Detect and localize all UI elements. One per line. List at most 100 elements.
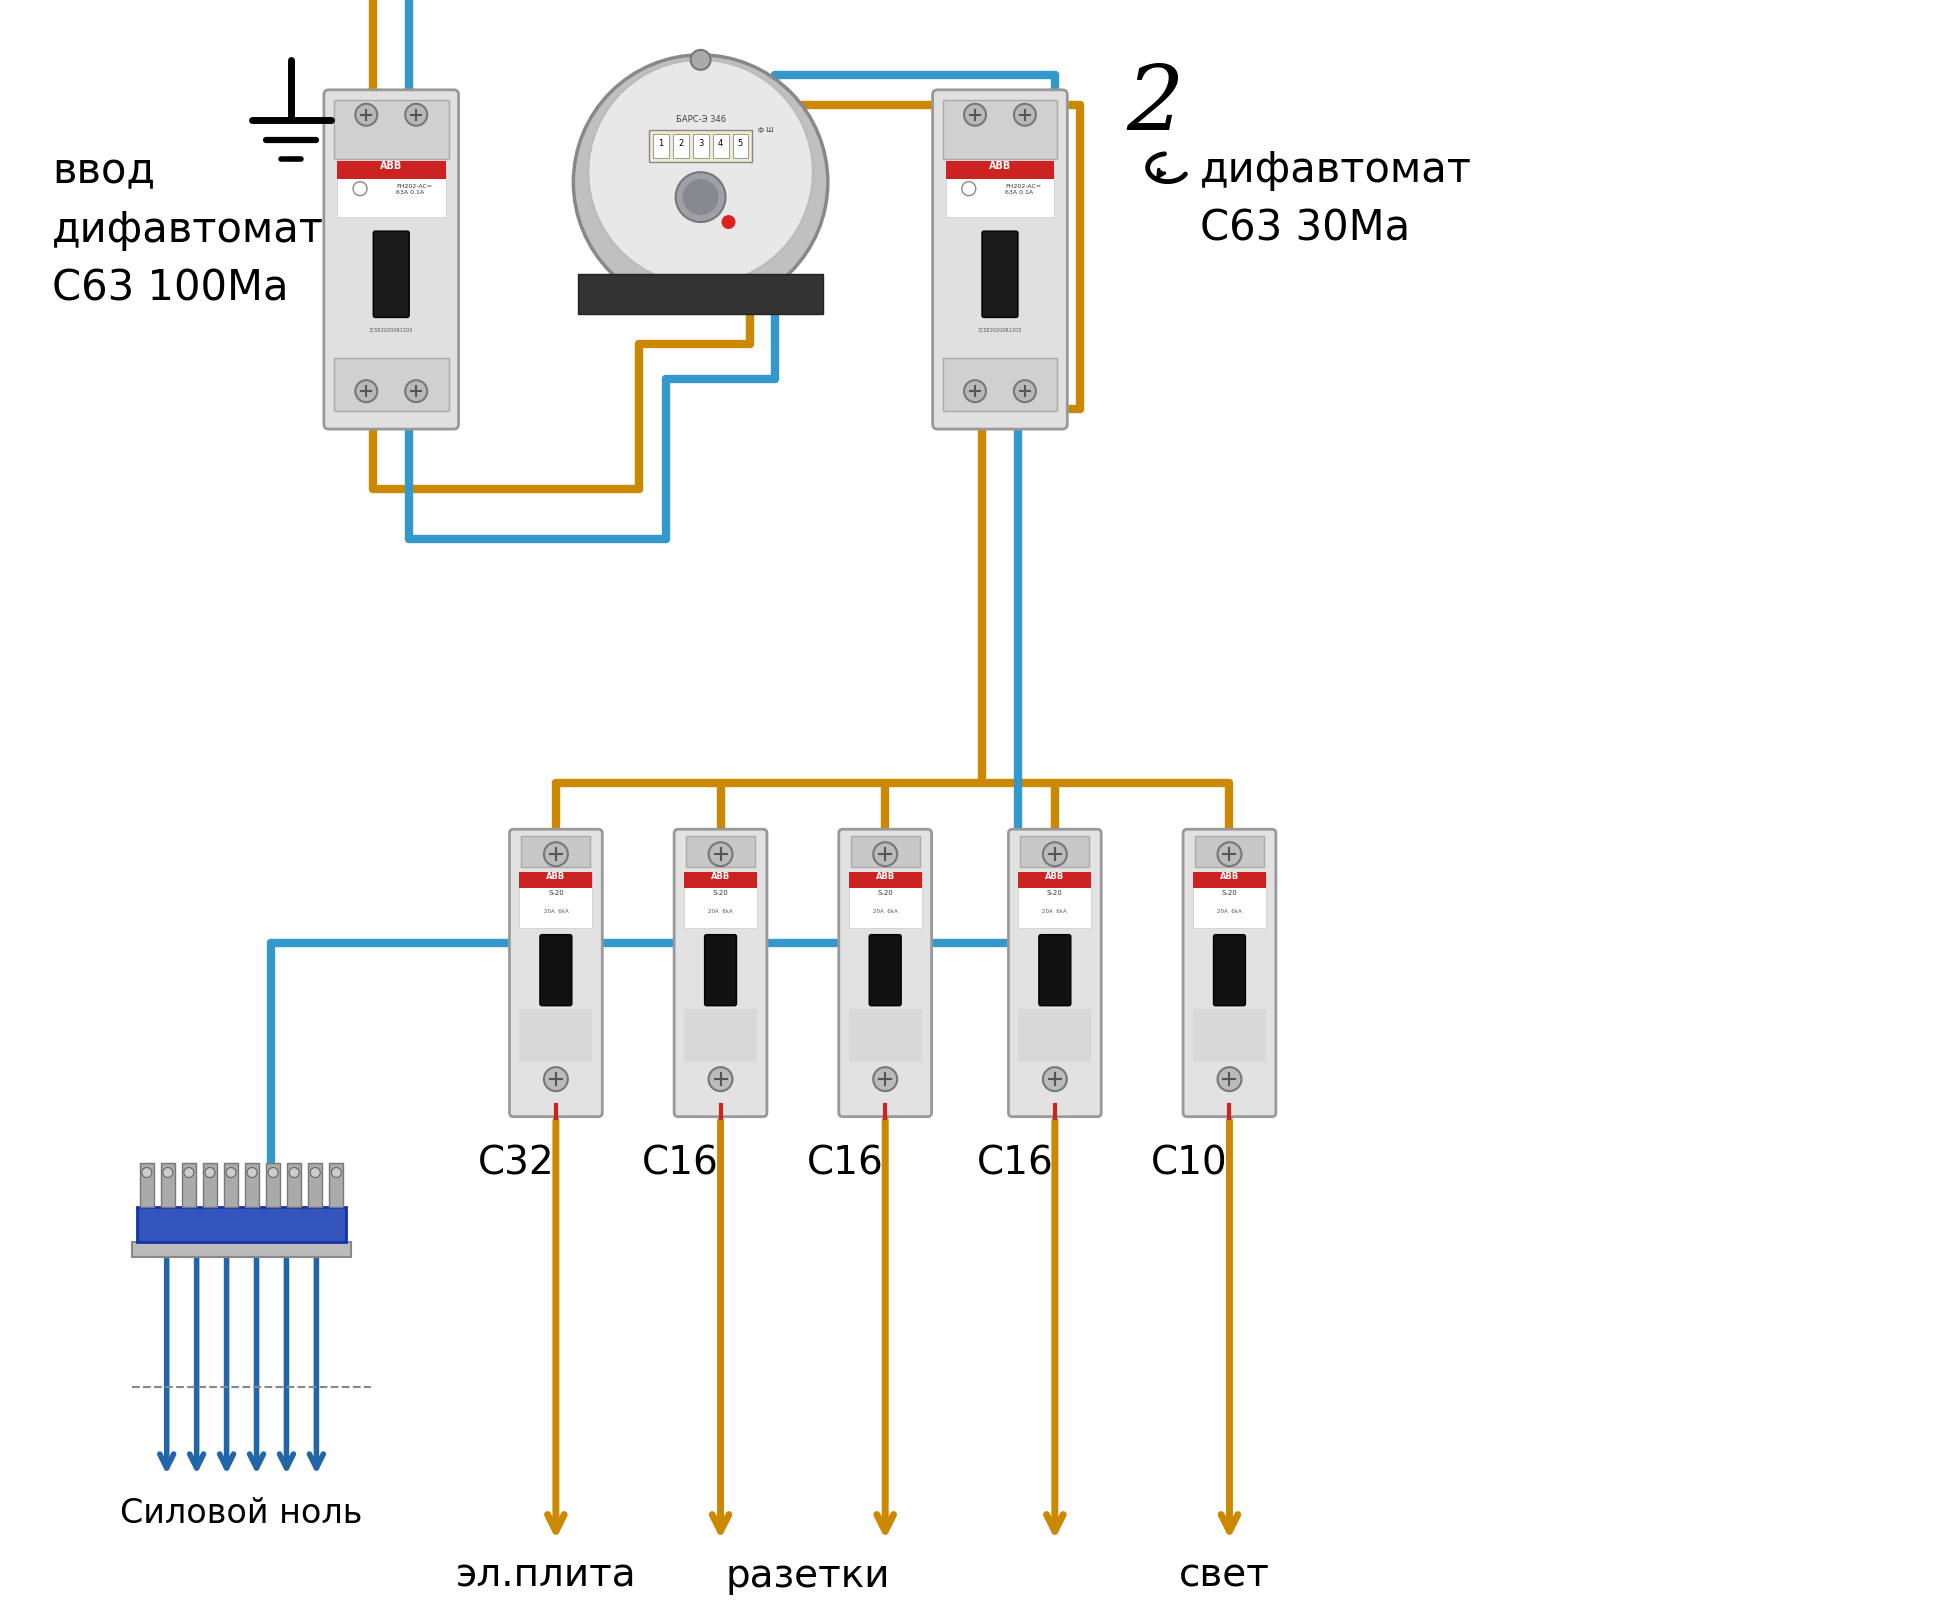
- Bar: [329, 1162, 343, 1207]
- Bar: [337, 160, 445, 178]
- Bar: [946, 160, 1054, 217]
- Text: ABB: ABB: [989, 160, 1011, 170]
- Bar: [161, 1162, 174, 1207]
- Bar: [182, 1162, 196, 1207]
- Text: 2: 2: [678, 140, 684, 148]
- Circle shape: [874, 843, 897, 867]
- Circle shape: [225, 1167, 235, 1178]
- Text: 5: 5: [739, 140, 742, 148]
- Bar: [946, 160, 1054, 178]
- Text: свет: свет: [1179, 1557, 1269, 1595]
- Circle shape: [721, 215, 735, 230]
- Bar: [1193, 873, 1266, 888]
- Bar: [848, 1010, 921, 1063]
- Text: FH202-AC=
63A 0.1A: FH202-AC= 63A 0.1A: [396, 185, 433, 194]
- Circle shape: [874, 1067, 897, 1091]
- Circle shape: [355, 380, 378, 403]
- Bar: [684, 1010, 756, 1063]
- Circle shape: [574, 55, 829, 310]
- Bar: [652, 135, 668, 159]
- Circle shape: [1042, 843, 1068, 867]
- Bar: [131, 1242, 351, 1257]
- Text: 20A  6kA: 20A 6kA: [1217, 908, 1242, 913]
- Bar: [684, 873, 756, 928]
- Circle shape: [163, 1167, 172, 1178]
- Text: ABB: ABB: [876, 872, 895, 881]
- Bar: [519, 873, 592, 888]
- Bar: [519, 1010, 592, 1063]
- Text: S-20: S-20: [1046, 889, 1062, 896]
- Text: 20A  6kA: 20A 6kA: [1042, 908, 1068, 913]
- FancyBboxPatch shape: [323, 90, 458, 429]
- FancyBboxPatch shape: [705, 934, 737, 1006]
- Circle shape: [1217, 1067, 1242, 1091]
- Circle shape: [206, 1167, 215, 1178]
- Bar: [713, 135, 729, 159]
- Bar: [578, 274, 823, 315]
- Text: ABB: ABB: [1220, 872, 1240, 881]
- Bar: [850, 836, 919, 867]
- Text: ABB: ABB: [1046, 872, 1064, 881]
- Circle shape: [184, 1167, 194, 1178]
- Bar: [137, 1207, 347, 1242]
- Text: ввод
дифавтомат
С63 100Ма: ввод дифавтомат С63 100Ма: [53, 149, 323, 310]
- Text: C16: C16: [807, 1144, 884, 1183]
- Text: эл.плита: эл.плита: [456, 1557, 637, 1595]
- FancyBboxPatch shape: [838, 830, 932, 1117]
- Text: ABB: ABB: [711, 872, 731, 881]
- Bar: [672, 135, 690, 159]
- Circle shape: [268, 1167, 278, 1178]
- FancyBboxPatch shape: [1038, 934, 1072, 1006]
- Text: S-20: S-20: [549, 889, 564, 896]
- FancyBboxPatch shape: [541, 934, 572, 1006]
- Bar: [684, 873, 756, 888]
- FancyBboxPatch shape: [674, 830, 766, 1117]
- Text: 20A  6kA: 20A 6kA: [707, 908, 733, 913]
- Bar: [337, 160, 445, 217]
- Bar: [1021, 836, 1089, 867]
- Text: 1: 1: [658, 140, 664, 148]
- Circle shape: [141, 1167, 151, 1178]
- Text: дифавтомат
С63 30Ма: дифавтомат С63 30Ма: [1199, 149, 1471, 250]
- Text: ф Ш: ф Ш: [758, 127, 774, 133]
- Circle shape: [545, 1067, 568, 1091]
- Text: C10: C10: [1152, 1144, 1228, 1183]
- FancyBboxPatch shape: [1183, 830, 1275, 1117]
- Circle shape: [1015, 380, 1036, 403]
- Circle shape: [964, 380, 985, 403]
- Bar: [139, 1162, 153, 1207]
- FancyBboxPatch shape: [509, 830, 601, 1117]
- Bar: [245, 1162, 259, 1207]
- FancyBboxPatch shape: [981, 231, 1019, 318]
- Text: S-20: S-20: [878, 889, 893, 896]
- Bar: [693, 135, 709, 159]
- Text: ABB: ABB: [380, 160, 402, 170]
- Bar: [733, 135, 748, 159]
- Circle shape: [406, 380, 427, 403]
- Circle shape: [310, 1167, 319, 1178]
- Circle shape: [709, 1067, 733, 1091]
- Bar: [223, 1162, 237, 1207]
- Circle shape: [290, 1167, 300, 1178]
- Text: S-20: S-20: [713, 889, 729, 896]
- Text: C16: C16: [976, 1144, 1054, 1183]
- Bar: [1019, 1010, 1091, 1063]
- Circle shape: [964, 104, 985, 125]
- Circle shape: [962, 181, 976, 196]
- Bar: [333, 358, 449, 411]
- Bar: [521, 836, 590, 867]
- Text: 3: 3: [697, 140, 703, 148]
- Bar: [942, 100, 1058, 159]
- Circle shape: [1042, 1067, 1068, 1091]
- Circle shape: [588, 59, 813, 284]
- Bar: [288, 1162, 302, 1207]
- Text: C32: C32: [478, 1144, 554, 1183]
- Bar: [1019, 873, 1091, 888]
- Circle shape: [682, 180, 719, 215]
- FancyBboxPatch shape: [870, 934, 901, 1006]
- FancyBboxPatch shape: [374, 231, 409, 318]
- Circle shape: [545, 843, 568, 867]
- Bar: [848, 873, 921, 888]
- Circle shape: [331, 1167, 341, 1178]
- Bar: [942, 358, 1058, 411]
